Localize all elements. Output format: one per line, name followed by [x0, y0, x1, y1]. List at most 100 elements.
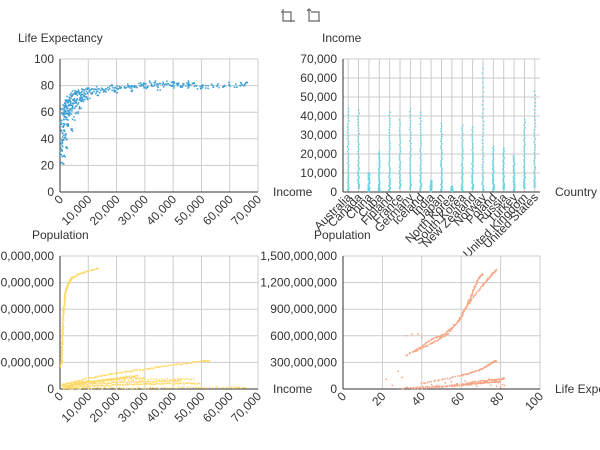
- data-point[interactable]: [488, 276, 491, 278]
- data-point[interactable]: [167, 364, 170, 367]
- data-point[interactable]: [436, 386, 438, 388]
- data-point[interactable]: [419, 157, 422, 159]
- data-point[interactable]: [168, 380, 170, 383]
- data-point[interactable]: [409, 123, 412, 125]
- data-point[interactable]: [62, 317, 64, 320]
- data-point[interactable]: [420, 159, 423, 161]
- data-point[interactable]: [411, 387, 413, 390]
- data-point[interactable]: [96, 380, 98, 383]
- data-point[interactable]: [86, 92, 89, 95]
- data-point[interactable]: [107, 86, 109, 89]
- data-point[interactable]: [172, 379, 175, 382]
- data-point[interactable]: [102, 91, 105, 93]
- data-point[interactable]: [476, 282, 478, 285]
- data-point[interactable]: [523, 174, 525, 177]
- data-point[interactable]: [502, 153, 505, 156]
- data-point[interactable]: [491, 181, 494, 183]
- data-point[interactable]: [66, 285, 69, 288]
- data-point[interactable]: [68, 387, 70, 389]
- data-point[interactable]: [388, 169, 391, 172]
- data-point[interactable]: [463, 373, 465, 376]
- data-point[interactable]: [68, 104, 70, 107]
- data-point[interactable]: [409, 159, 411, 162]
- data-point[interactable]: [440, 189, 442, 191]
- data-point[interactable]: [145, 381, 148, 383]
- data-point[interactable]: [419, 386, 421, 389]
- data-point[interactable]: [357, 121, 359, 124]
- data-point[interactable]: [347, 135, 350, 137]
- data-point[interactable]: [71, 94, 74, 97]
- data-point[interactable]: [132, 387, 134, 390]
- data-point[interactable]: [69, 101, 72, 103]
- data-point[interactable]: [78, 107, 81, 109]
- data-point[interactable]: [481, 273, 484, 275]
- data-point[interactable]: [502, 155, 504, 157]
- data-point[interactable]: [232, 387, 234, 389]
- data-point[interactable]: [409, 185, 411, 188]
- data-point[interactable]: [523, 159, 525, 161]
- data-point[interactable]: [452, 376, 454, 378]
- data-point[interactable]: [347, 186, 350, 188]
- data-point[interactable]: [441, 174, 443, 176]
- data-point[interactable]: [80, 91, 83, 94]
- data-point[interactable]: [471, 153, 474, 156]
- data-point[interactable]: [116, 371, 119, 374]
- data-point[interactable]: [471, 293, 474, 295]
- data-point[interactable]: [378, 154, 380, 156]
- data-point[interactable]: [367, 172, 369, 174]
- data-point[interactable]: [207, 84, 209, 87]
- data-point[interactable]: [171, 380, 174, 382]
- data-point[interactable]: [71, 102, 74, 105]
- data-point[interactable]: [212, 86, 215, 88]
- data-point[interactable]: [61, 145, 64, 148]
- data-point[interactable]: [523, 141, 526, 144]
- data-point[interactable]: [414, 350, 416, 352]
- data-point[interactable]: [65, 288, 68, 291]
- data-point[interactable]: [191, 361, 194, 363]
- data-point[interactable]: [461, 168, 463, 171]
- data-point[interactable]: [502, 167, 504, 170]
- data-point[interactable]: [71, 385, 73, 387]
- data-point[interactable]: [63, 110, 65, 112]
- data-point[interactable]: [455, 322, 458, 325]
- data-point[interactable]: [409, 178, 411, 180]
- data-point[interactable]: [114, 372, 117, 374]
- data-point[interactable]: [157, 86, 159, 88]
- data-point[interactable]: [159, 82, 162, 85]
- data-point[interactable]: [76, 90, 78, 93]
- data-point[interactable]: [107, 381, 110, 384]
- data-point[interactable]: [436, 340, 439, 342]
- data-point[interactable]: [459, 318, 461, 321]
- data-point[interactable]: [438, 386, 441, 389]
- data-point[interactable]: [59, 155, 61, 157]
- data-point[interactable]: [481, 166, 484, 169]
- data-point[interactable]: [63, 154, 66, 157]
- data-point[interactable]: [100, 87, 103, 89]
- data-point[interactable]: [101, 379, 104, 381]
- data-point[interactable]: [81, 88, 83, 90]
- data-point[interactable]: [440, 140, 442, 143]
- data-point[interactable]: [523, 184, 525, 186]
- data-point[interactable]: [83, 387, 85, 389]
- data-point[interactable]: [467, 302, 469, 305]
- data-point[interactable]: [482, 128, 484, 130]
- data-point[interactable]: [150, 84, 153, 87]
- data-point[interactable]: [106, 378, 108, 381]
- data-point[interactable]: [77, 92, 79, 94]
- data-point[interactable]: [378, 183, 380, 186]
- data-point[interactable]: [502, 171, 505, 174]
- data-point[interactable]: [102, 382, 104, 384]
- data-point[interactable]: [163, 386, 166, 389]
- data-point[interactable]: [85, 90, 88, 93]
- data-point[interactable]: [468, 302, 471, 305]
- data-point[interactable]: [444, 378, 446, 380]
- data-point[interactable]: [388, 120, 391, 123]
- data-point[interactable]: [484, 382, 486, 384]
- data-point[interactable]: [493, 179, 495, 181]
- data-point[interactable]: [124, 87, 126, 89]
- data-point[interactable]: [446, 330, 448, 333]
- data-point[interactable]: [66, 385, 69, 387]
- data-point[interactable]: [389, 171, 391, 173]
- data-point[interactable]: [492, 145, 495, 148]
- data-point[interactable]: [158, 387, 160, 390]
